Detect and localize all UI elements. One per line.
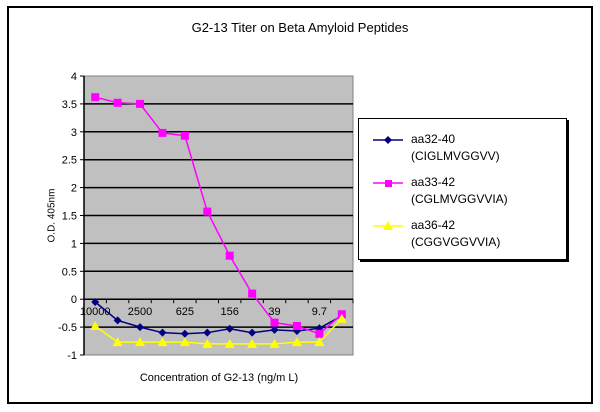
y-tick-label: 0.5	[62, 266, 77, 278]
legend-square-marker-icon	[373, 180, 403, 187]
data-point-aa36-42	[202, 338, 213, 348]
x-tick-label: 10000	[80, 306, 111, 318]
data-point-aa32-40	[248, 328, 257, 337]
legend-label: aa33-42 (CGLMVGGVVIA)	[411, 174, 508, 208]
data-point-aa36-42	[179, 337, 190, 347]
data-point-aa36-42	[112, 337, 123, 347]
legend-triangle-marker-icon	[373, 221, 403, 230]
legend-series-name: aa36-42	[411, 218, 456, 232]
data-point-aa33-42	[113, 98, 122, 107]
chart-title: G2-13 Titer on Beta Amyloid Peptides	[191, 20, 409, 35]
y-tick-label: 3.5	[62, 99, 77, 111]
legend-item: aa32-40 (CIGLMVGGVV)	[373, 131, 500, 165]
data-point-aa33-42	[315, 329, 324, 338]
data-point-aa32-40	[158, 328, 167, 337]
data-point-aa36-42	[314, 337, 325, 347]
data-point-aa33-42	[292, 321, 301, 330]
data-point-aa33-42	[270, 318, 279, 327]
x-tick-label: 9.7	[312, 306, 327, 318]
legend-label: aa32-40 (CIGLMVGGVV)	[411, 131, 500, 165]
data-point-aa32-40	[270, 325, 279, 334]
data-point-aa33-42	[91, 93, 100, 102]
data-point-aa36-42	[291, 337, 302, 347]
data-point-aa33-42	[248, 289, 257, 298]
data-point-aa36-42	[269, 338, 280, 348]
y-tick-label: 2.5	[62, 155, 77, 167]
data-point-aa32-40	[203, 328, 212, 337]
series-line-aa36-42	[94, 318, 343, 345]
data-point-aa32-40	[180, 329, 189, 338]
x-axis-label: Concentration of G2-13 (ng/m L)	[139, 372, 299, 384]
data-point-aa33-42	[158, 128, 167, 137]
legend-label: aa36-42 (CGGVGGVVIA)	[411, 217, 500, 251]
series-line-aa32-40	[94, 301, 343, 335]
data-point-aa33-42	[225, 251, 234, 260]
data-point-aa32-40	[91, 297, 100, 306]
data-point-aa32-40	[225, 324, 234, 333]
legend-diamond-marker-icon	[373, 136, 403, 144]
data-point-aa36-42	[247, 338, 258, 348]
x-tick-label: 2500	[128, 306, 152, 318]
legend-item: aa36-42 (CGGVGGVVIA)	[373, 217, 500, 251]
x-tick-label: 156	[221, 306, 239, 318]
y-tick-label: 1	[71, 238, 77, 250]
x-tick-label: 39	[268, 306, 280, 318]
y-tick-label: -0.5	[58, 322, 77, 334]
data-point-aa36-42	[224, 338, 235, 348]
data-point-aa32-40	[113, 316, 122, 325]
legend: aa32-40 (CIGLMVGGVV) aa33-42 (CGLMVGGVVIA) a…	[358, 118, 567, 260]
y-tick-label: -1	[67, 350, 77, 362]
y-tick-label: 0	[71, 294, 77, 306]
data-point-aa33-42	[136, 99, 145, 108]
y-tick-label: 3	[71, 127, 77, 139]
x-tick-label: 625	[176, 306, 194, 318]
legend-series-name: aa32-40	[411, 132, 456, 146]
data-point-aa33-42	[180, 131, 189, 140]
legend-series-name: aa33-42	[411, 175, 456, 189]
data-point-aa36-42	[135, 337, 146, 347]
legend-series-sequence: (CIGLMVGGVV)	[411, 149, 500, 163]
y-tick-label: 4	[71, 71, 77, 83]
data-point-aa36-42	[336, 313, 347, 323]
y-tick-label: 1.5	[62, 211, 77, 223]
data-point-aa36-42	[90, 320, 101, 330]
data-point-aa32-40	[136, 323, 145, 332]
legend-series-sequence: (CGGVGGVVIA)	[411, 235, 501, 249]
data-point-aa33-42	[203, 207, 212, 216]
y-tick-label: 2	[71, 183, 77, 195]
legend-series-sequence: (CGLMVGGVVIA)	[411, 192, 508, 206]
legend-item: aa33-42 (CGLMVGGVVIA)	[373, 174, 508, 208]
data-point-aa36-42	[157, 337, 168, 347]
chart-frame	[7, 6, 593, 404]
